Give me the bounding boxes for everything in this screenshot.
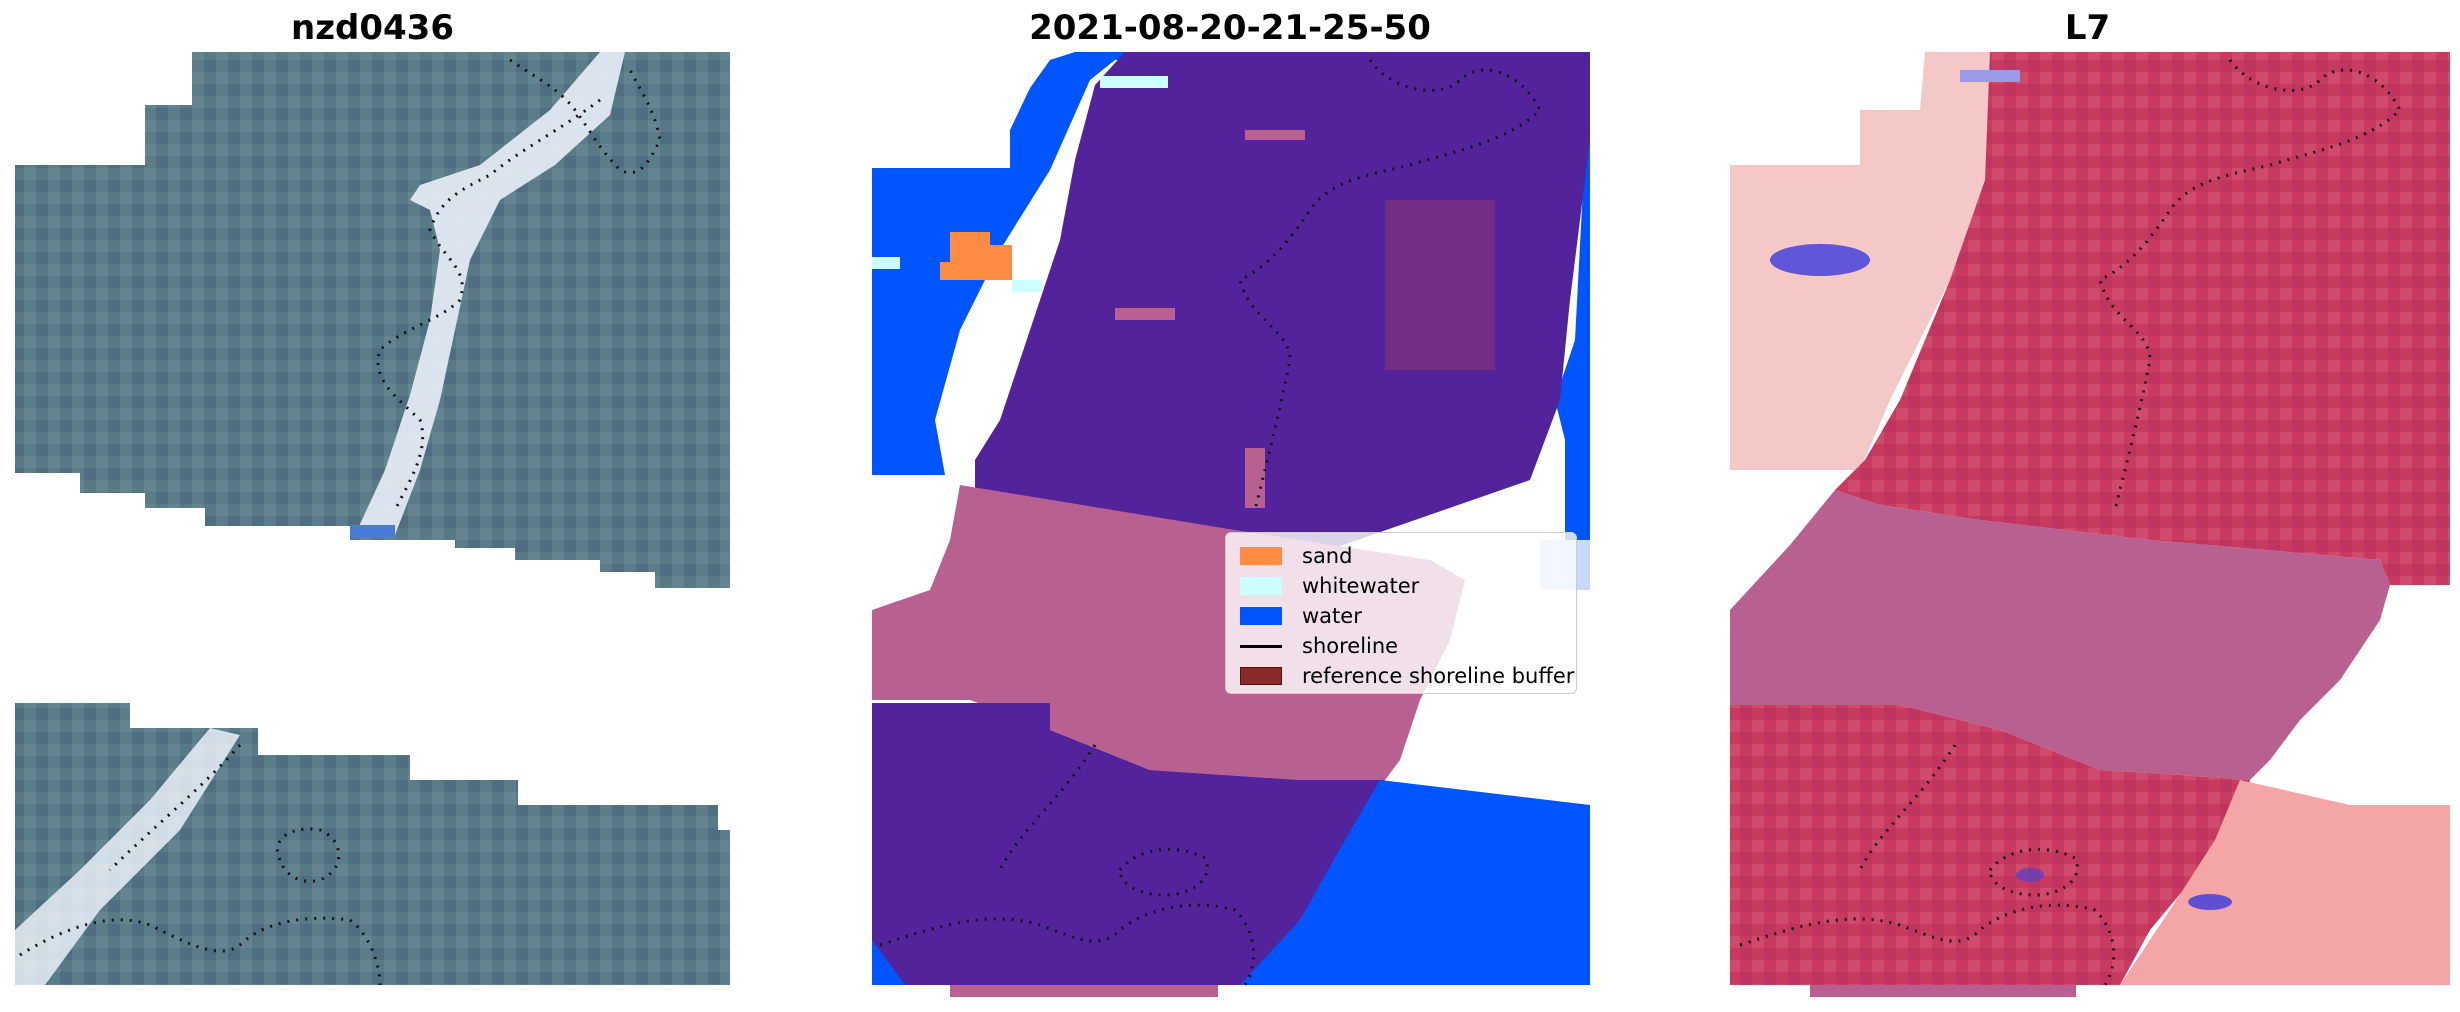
rgb-lower-streak bbox=[15, 728, 240, 985]
legend-item-buffer: reference shoreline buffer bbox=[1240, 661, 1574, 691]
panel-title-satellite: L7 bbox=[2064, 8, 2111, 48]
classification-map bbox=[872, 52, 1590, 997]
legend: sand whitewater water shoreline referenc… bbox=[1225, 532, 1577, 694]
legend-item-sand: sand bbox=[1240, 541, 1352, 571]
rgb-image bbox=[15, 52, 730, 986]
class-buffer-patch bbox=[1385, 200, 1495, 370]
rgb-blue-strip bbox=[350, 525, 395, 537]
index-blue-spot-3 bbox=[2016, 868, 2044, 882]
legend-label-shoreline: shoreline bbox=[1302, 634, 1399, 658]
rgb-whitewater-streak bbox=[355, 52, 625, 535]
index-map bbox=[1730, 52, 2450, 997]
class-buffer-stripe-1 bbox=[1115, 308, 1175, 320]
class-water-left bbox=[872, 52, 1125, 475]
class-water-bottom bbox=[1240, 780, 1590, 985]
rgb-shoreline-lower bbox=[19, 744, 382, 986]
legend-item-whitewater: whitewater bbox=[1240, 571, 1419, 601]
class-land-upper bbox=[975, 52, 1590, 560]
legend-swatch-water bbox=[1240, 607, 1282, 625]
index-high-region bbox=[1835, 52, 2450, 585]
legend-label-water: water bbox=[1302, 604, 1362, 628]
panel-title-rgb: nzd0436 bbox=[291, 8, 454, 48]
index-light-stripe bbox=[1960, 70, 2020, 82]
class-shoreline-lower bbox=[879, 744, 1256, 986]
index-blue-spot-2 bbox=[2188, 894, 2232, 910]
legend-line-shoreline bbox=[1240, 644, 1282, 648]
rgb-shoreline-upper bbox=[376, 58, 662, 511]
class-water-bottom-left bbox=[872, 940, 905, 985]
class-land-lower bbox=[872, 703, 1385, 985]
panel-title-classification: 2021-08-20-21-25-50 bbox=[1029, 8, 1431, 48]
class-whitewater-3 bbox=[1100, 76, 1168, 88]
index-lower-right bbox=[2120, 780, 2450, 985]
index-lower-region bbox=[1730, 705, 2250, 985]
legend-label-buffer: reference shoreline buffer bbox=[1302, 664, 1575, 688]
index-blue-spot-1 bbox=[1770, 244, 1870, 276]
legend-label-whitewater: whitewater bbox=[1302, 574, 1420, 598]
class-buffer-stripe-2 bbox=[1245, 130, 1305, 140]
class-whitewater-1 bbox=[872, 257, 900, 269]
index-buffer-band bbox=[1730, 490, 2390, 780]
class-whitewater-2 bbox=[1012, 280, 1042, 292]
index-buffer-bottom bbox=[1810, 985, 2076, 997]
legend-swatch-sand bbox=[1240, 547, 1282, 565]
class-buffer-bottom bbox=[950, 985, 1218, 997]
legend-item-water: water bbox=[1240, 601, 1362, 631]
index-shoreline-lower bbox=[1739, 744, 2116, 986]
legend-swatch-buffer bbox=[1240, 667, 1282, 685]
class-buffer-stripe-3 bbox=[1245, 448, 1265, 508]
rgb-upper-tile bbox=[15, 52, 730, 588]
legend-swatch-whitewater bbox=[1240, 577, 1282, 595]
legend-item-shoreline: shoreline bbox=[1240, 631, 1398, 661]
class-sand-patch bbox=[940, 232, 1012, 280]
legend-label-sand: sand bbox=[1302, 544, 1353, 568]
